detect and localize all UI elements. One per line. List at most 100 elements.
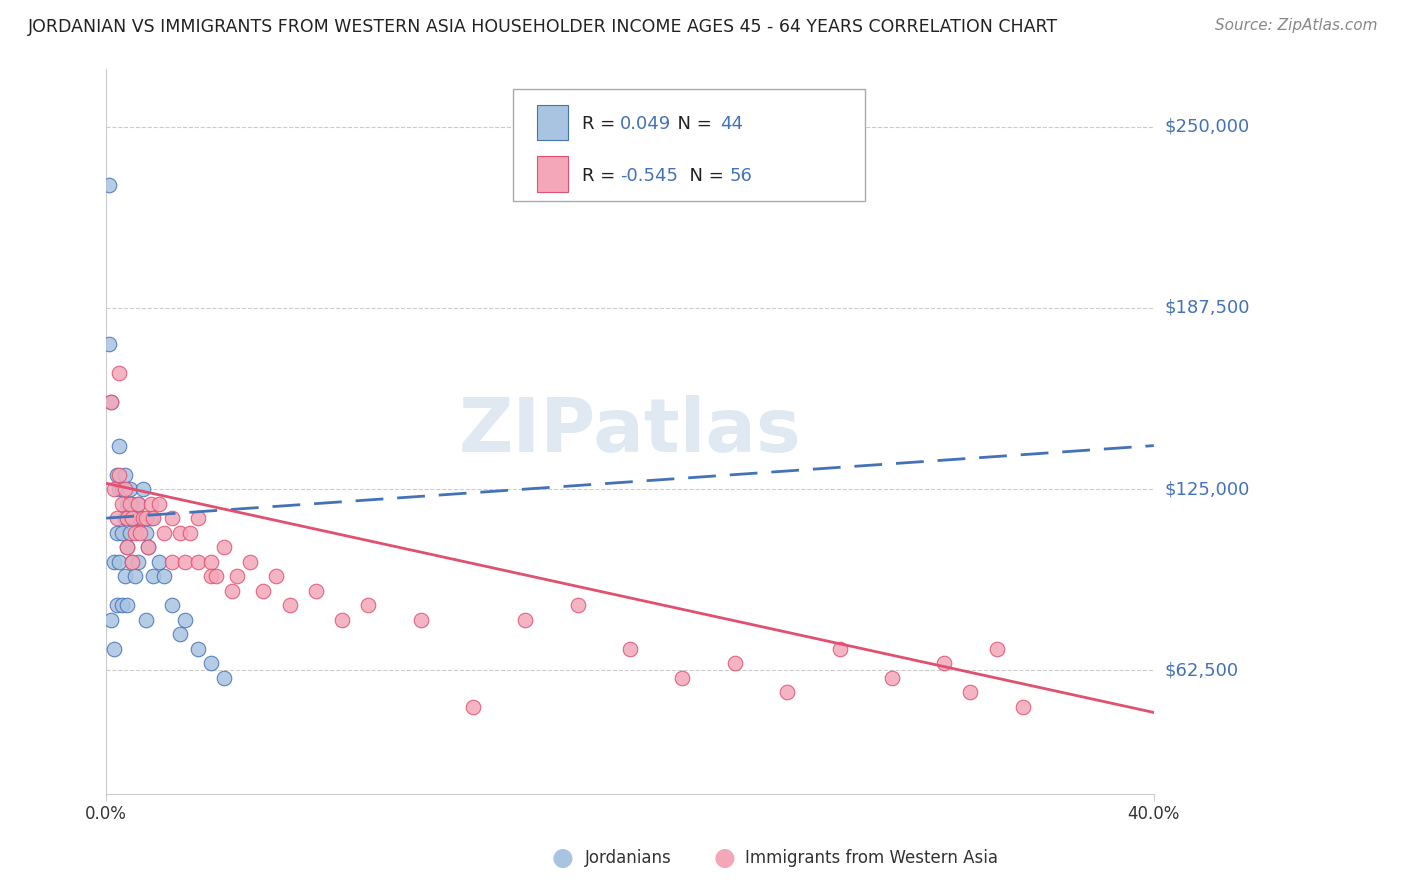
Point [129,511,152,525]
Point [114,511,136,525]
Point [108,467,131,482]
Point [357,598,380,612]
Point [934,656,956,670]
Point [127,497,149,511]
Point [100,613,122,627]
Point [118,482,141,496]
Text: N =: N = [666,115,718,134]
Point [278,598,301,612]
Point [111,525,134,540]
Point [121,511,143,525]
Text: Immigrants from Western Asia: Immigrants from Western Asia [745,849,998,867]
Point [132,511,155,525]
Point [97,337,120,351]
Point [103,555,125,569]
Point [108,439,131,453]
Text: -0.545: -0.545 [620,167,678,185]
Point [142,511,165,525]
Point [959,685,981,699]
Point [108,366,131,380]
Point [239,555,262,569]
Point [173,613,195,627]
Point [124,511,146,525]
Text: JORDANIAN VS IMMIGRANTS FROM WESTERN ASIA HOUSEHOLDER INCOME AGES 45 - 64 YEARS : JORDANIAN VS IMMIGRANTS FROM WESTERN ASI… [28,18,1059,36]
Point [136,540,159,554]
Point [121,555,143,569]
Text: $125,000: $125,000 [1166,480,1250,498]
Point [118,497,141,511]
Point [114,467,136,482]
Point [169,525,191,540]
Point [129,525,152,540]
Point [205,569,228,583]
Point [114,482,136,496]
Point [103,482,125,496]
Point [121,497,143,511]
Point [105,467,128,482]
Text: ZIPatlas: ZIPatlas [458,394,801,467]
Point [880,671,903,685]
Point [100,395,122,409]
Point [671,671,693,685]
Point [97,178,120,192]
Point [200,555,222,569]
Point [986,641,1008,656]
Point [221,583,243,598]
Text: $187,500: $187,500 [1166,299,1250,317]
Text: R =: R = [582,167,621,185]
Point [108,482,131,496]
Point [100,395,122,409]
Point [115,540,138,554]
Point [305,583,328,598]
Point [136,540,159,554]
Text: ●: ● [551,847,574,870]
Point [115,511,138,525]
Point [724,656,747,670]
Point [187,555,209,569]
Point [134,613,156,627]
Point [173,555,195,569]
Point [179,525,201,540]
Point [139,511,162,525]
Point [111,598,134,612]
Point [252,583,274,598]
Point [266,569,288,583]
Text: $250,000: $250,000 [1166,118,1250,136]
Point [139,497,162,511]
Point [111,482,134,496]
Point [114,569,136,583]
Point [515,613,537,627]
Point [105,525,128,540]
Point [776,685,799,699]
Point [115,497,138,511]
Point [226,569,249,583]
Point [142,569,165,583]
Point [1011,699,1033,714]
Point [127,497,149,511]
Point [121,555,143,569]
Point [134,511,156,525]
Text: N =: N = [678,167,730,185]
Point [134,525,156,540]
Point [160,555,183,569]
Point [132,482,155,496]
Point [169,627,191,641]
Point [124,569,146,583]
Text: 44: 44 [720,115,742,134]
Point [567,598,589,612]
Point [111,497,134,511]
Point [160,598,183,612]
Point [124,525,146,540]
Point [212,671,235,685]
Point [108,555,131,569]
Point [160,511,183,525]
Point [118,525,141,540]
Text: 56: 56 [730,167,752,185]
Text: $62,500: $62,500 [1166,661,1239,680]
Point [187,641,209,656]
Point [828,641,851,656]
Point [212,540,235,554]
Point [148,497,170,511]
Point [105,511,128,525]
Point [200,656,222,670]
